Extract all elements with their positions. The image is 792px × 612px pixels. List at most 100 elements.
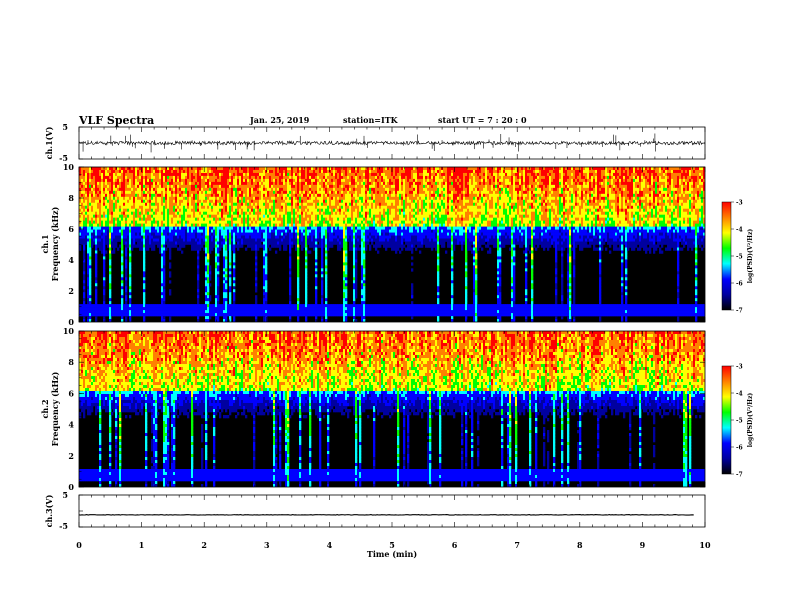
spectrogram-cell	[297, 169, 300, 174]
spectrogram-cell	[161, 256, 164, 260]
spectrogram-cell	[285, 175, 288, 180]
spectrogram-cell	[193, 184, 196, 189]
spectrogram-cell	[145, 220, 148, 224]
spectrogram-cell	[323, 241, 326, 245]
spectrogram-cell	[207, 205, 210, 210]
spectrogram-cell	[109, 193, 112, 198]
spectrogram-cell	[143, 298, 146, 302]
spectrogram-cell	[305, 178, 308, 183]
spectrogram-cell	[219, 199, 222, 204]
spectrogram-cell	[251, 220, 254, 224]
spectrogram-cell	[265, 193, 268, 198]
spectrogram-cell	[313, 169, 316, 174]
spectrogram-cell	[319, 181, 322, 186]
spectrogram-cell	[321, 175, 324, 180]
spectrogram-cell	[319, 190, 322, 195]
spectrogram-cell	[105, 214, 108, 218]
spectrogram-cell	[291, 211, 294, 215]
spectrogram-cell	[197, 256, 200, 260]
spectrogram-cell	[319, 310, 322, 314]
spectrogram-cell	[133, 184, 136, 189]
spectrogram-cell	[243, 202, 246, 207]
spectrogram-cell	[253, 202, 256, 207]
spectrogram-cell	[131, 181, 134, 186]
spectrogram-cell	[169, 190, 172, 195]
spectrogram-cell	[291, 187, 294, 192]
spectrogram-cell	[101, 310, 104, 314]
spectrogram-cell	[303, 310, 306, 314]
spectrogram-cell	[83, 316, 86, 320]
spectrogram-cell	[337, 232, 340, 236]
spectrogram-cell	[331, 241, 334, 245]
spectrogram-cell	[277, 199, 280, 204]
spectrogram-cell	[93, 181, 96, 186]
spectrogram-cell	[215, 208, 218, 213]
spectrogram-cell	[297, 205, 300, 210]
spectrogram-cell	[281, 175, 284, 180]
spectrogram-cell	[339, 241, 342, 245]
spectrogram-cell	[137, 172, 140, 177]
spectrogram-cell	[257, 208, 260, 213]
spectrogram-cell	[199, 310, 202, 314]
spectrogram-cell	[227, 307, 230, 311]
spectrogram-cell	[211, 235, 214, 239]
spectrogram-cell	[231, 244, 234, 248]
spectrogram-cell	[161, 274, 164, 278]
spectrogram-cell	[103, 271, 106, 275]
spectrogram-cell	[279, 307, 282, 311]
spectrogram-cell	[163, 319, 166, 322]
spectrogram-cell	[259, 238, 262, 242]
spectrogram-cell	[103, 280, 106, 284]
spectrogram-cell	[197, 238, 200, 242]
spectrogram-cell	[321, 205, 324, 210]
spectrogram-cell	[173, 235, 176, 239]
spectrogram-cell	[185, 307, 188, 311]
spectrogram-cell	[81, 202, 84, 207]
spectrogram-cell	[283, 190, 286, 195]
spectrogram-cell	[193, 205, 196, 210]
spectrogram-cell	[117, 247, 120, 251]
spectrogram-cell	[283, 238, 286, 242]
spectrogram-cell	[279, 214, 282, 218]
spectrogram-cell	[297, 178, 300, 183]
spectrogram-cell	[163, 214, 166, 218]
spectrogram-cell	[125, 178, 128, 183]
spectrogram-cell	[225, 226, 228, 230]
spectrogram-cell	[181, 241, 184, 245]
spectrogram-cell	[123, 304, 126, 308]
spectrogram-cell	[255, 190, 258, 195]
spectrogram-cell	[181, 214, 184, 218]
spectrogram-cell	[143, 235, 146, 239]
spectrogram-cell	[243, 217, 246, 221]
spectrogram-cell	[327, 181, 330, 186]
spectrogram-cell	[113, 214, 116, 218]
spectrogram-cell	[105, 167, 108, 171]
spectrogram-cell	[167, 187, 170, 192]
spectrogram-cell	[177, 313, 180, 317]
spectrogram-cell	[95, 202, 98, 207]
spectrogram-cell	[331, 167, 334, 171]
spectrogram-cell	[87, 199, 90, 204]
spectrogram-cell	[283, 241, 286, 245]
spectrogram-cell	[237, 190, 240, 195]
spectrogram-cell	[149, 217, 152, 221]
spectrogram-cell	[207, 268, 210, 272]
spectrogram-cell	[209, 229, 212, 233]
spectrogram-cell	[143, 205, 146, 210]
spectrogram-cell	[243, 211, 246, 215]
spectrogram-cell	[327, 313, 330, 317]
spectrogram-cell	[331, 223, 334, 227]
spectrogram-cell	[321, 268, 324, 272]
spectrogram-cell	[119, 211, 122, 215]
spectrogram-cell	[325, 289, 328, 293]
spectrogram-cell	[221, 232, 224, 236]
spectrogram-cell	[107, 244, 110, 248]
spectrogram-cell	[167, 220, 170, 224]
spectrogram-cell	[207, 220, 210, 224]
spectrogram-cell	[125, 298, 128, 302]
spectrogram-cell	[87, 319, 90, 322]
spectrogram-cell	[265, 199, 268, 204]
spectrogram-cell	[223, 172, 226, 177]
spectrogram-cell	[119, 310, 122, 314]
spectrogram-cell	[195, 167, 198, 171]
